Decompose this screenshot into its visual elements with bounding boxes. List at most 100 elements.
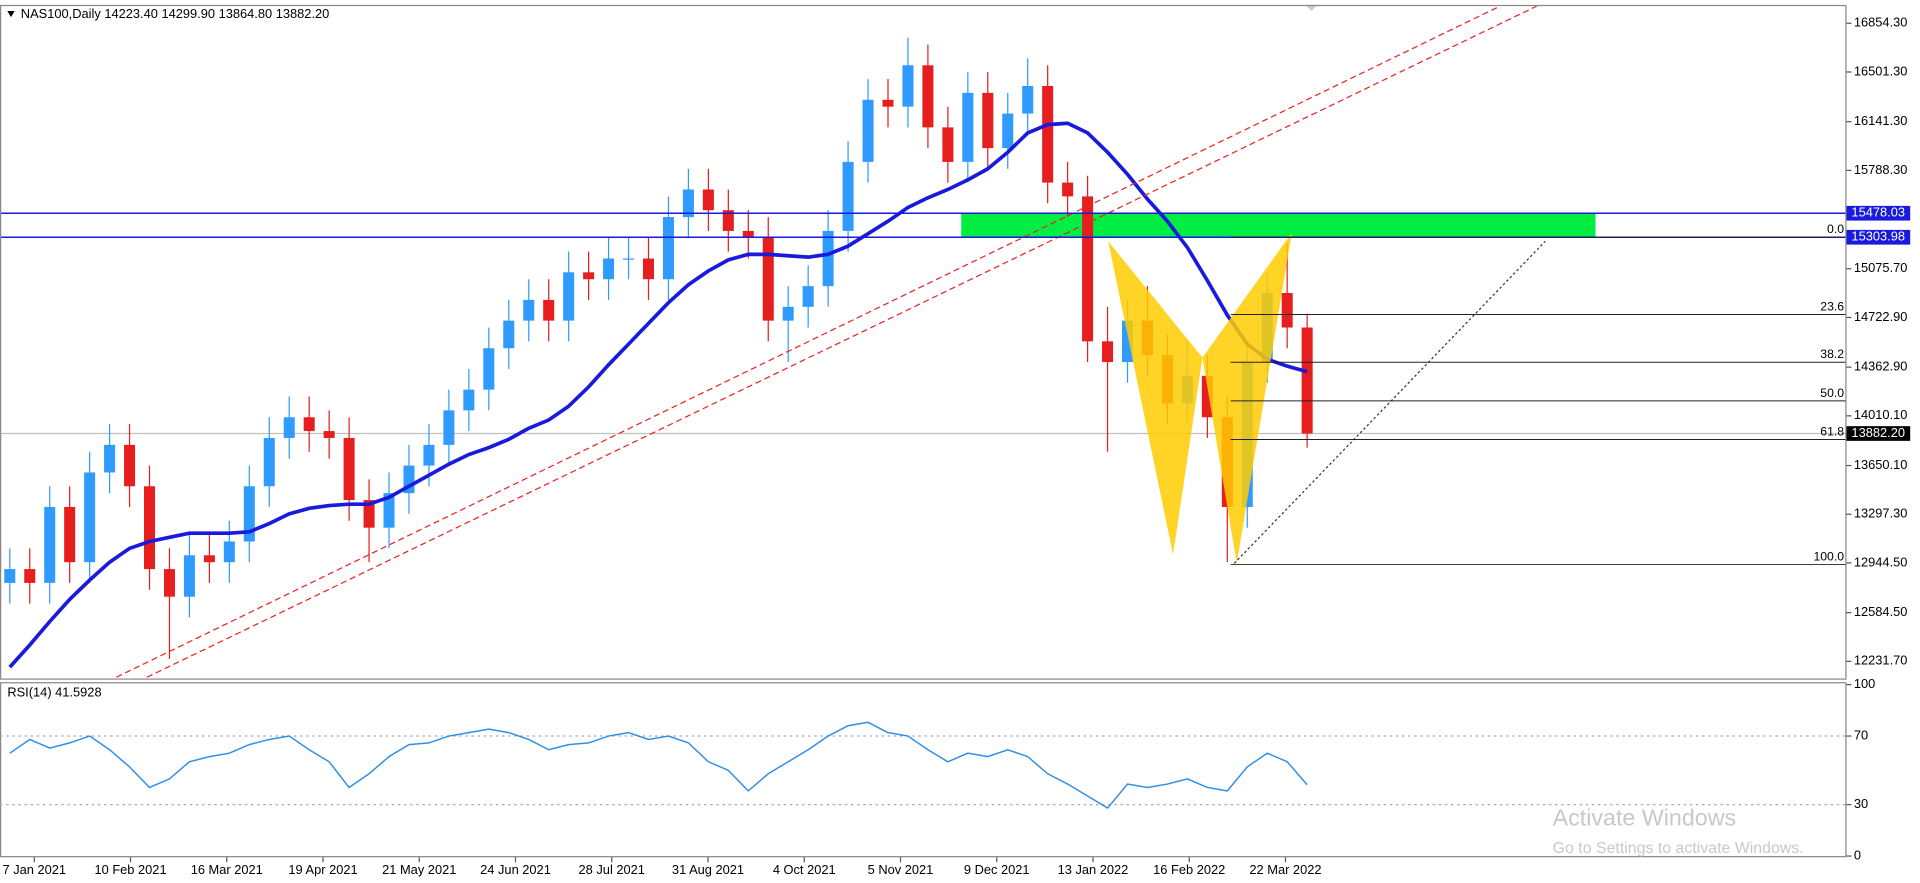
moving-average bbox=[8, 121, 1308, 669]
candle-body bbox=[523, 299, 535, 321]
x-tick-label: 4 Oct 2021 bbox=[773, 862, 836, 877]
candle-body bbox=[1002, 113, 1014, 149]
candle-body bbox=[263, 437, 275, 487]
y-tick-label: 12231.70 bbox=[1854, 653, 1908, 668]
current-price-tag bbox=[1846, 426, 1911, 441]
candle-body bbox=[1022, 85, 1034, 114]
candle-body bbox=[1281, 293, 1293, 328]
rsi-tick-label: 100 bbox=[1854, 676, 1875, 691]
level-tag bbox=[1846, 229, 1911, 245]
y-tick-label: 15075.70 bbox=[1854, 260, 1908, 275]
candle-body bbox=[662, 217, 674, 280]
y-tick-label: 13297.30 bbox=[1854, 506, 1908, 521]
candle-body bbox=[463, 389, 475, 411]
rsi-label: RSI(14) 41.5928 bbox=[7, 685, 101, 700]
candle-body bbox=[1062, 182, 1074, 197]
fib-label: 100.0 bbox=[1813, 549, 1844, 563]
x-tick-label: 21 May 2021 bbox=[382, 862, 456, 877]
x-tick-label: 10 Feb 2021 bbox=[94, 862, 166, 877]
candle-body bbox=[343, 437, 355, 501]
x-tick-label: 28 Jul 2021 bbox=[579, 862, 645, 877]
candle-body bbox=[1301, 327, 1313, 434]
candle-body bbox=[363, 500, 375, 528]
y-tick-label: 14722.90 bbox=[1854, 309, 1908, 324]
candle-body bbox=[962, 92, 974, 162]
y-tick-label: 16501.30 bbox=[1854, 63, 1908, 78]
candle-body bbox=[802, 286, 814, 307]
rsi-tick-label: 30 bbox=[1854, 796, 1868, 811]
harmonic-pattern bbox=[1108, 241, 1203, 555]
watermark-subtitle: Go to Settings to activate Windows. bbox=[1553, 840, 1804, 857]
candle-body bbox=[4, 569, 16, 583]
candle-body bbox=[882, 99, 894, 107]
candle-body bbox=[862, 99, 874, 162]
y-tick-label: 16141.30 bbox=[1854, 113, 1908, 128]
x-tick-label: 31 Aug 2021 bbox=[672, 862, 744, 877]
x-tick-label: 7 Jan 2021 bbox=[3, 862, 67, 877]
candle-body bbox=[403, 465, 415, 494]
candle-body bbox=[383, 493, 395, 528]
rsi-tick-label: 0 bbox=[1854, 847, 1861, 862]
candle-body bbox=[303, 417, 315, 432]
candle-body bbox=[1042, 85, 1054, 183]
menu-arrow bbox=[7, 11, 15, 18]
x-tick-label: 13 Jan 2022 bbox=[1058, 862, 1129, 877]
candle-body bbox=[742, 230, 754, 238]
y-tick-label: 16854.30 bbox=[1854, 15, 1908, 30]
symbol-header: NAS100,Daily 14223.40 14299.90 13864.80 … bbox=[21, 6, 329, 21]
fib-label: 61.8 bbox=[1820, 424, 1844, 438]
y-tick-label: 12584.50 bbox=[1854, 604, 1908, 619]
candle-body bbox=[44, 506, 56, 583]
candle-body bbox=[623, 258, 635, 260]
overlay: 15478.03 15303.98 13882.20 0.0 23.6 38.2 50.0 6… bbox=[0, 205, 1911, 566]
scroll-marker bbox=[1305, 4, 1318, 12]
candle-body bbox=[323, 431, 335, 438]
current-price-label: 13882.20 bbox=[1851, 425, 1905, 440]
supply-zone bbox=[961, 213, 1596, 238]
candle-body bbox=[822, 230, 834, 287]
x-tick-label: 22 Mar 2022 bbox=[1249, 862, 1321, 877]
candle-body bbox=[563, 272, 575, 321]
rsi-tick-label: 70 bbox=[1854, 727, 1868, 742]
x-tick-label: 5 Nov 2021 bbox=[868, 862, 934, 877]
candle-body bbox=[1102, 341, 1114, 363]
y-tick-label: 14362.90 bbox=[1854, 359, 1908, 374]
candle-body bbox=[84, 472, 96, 563]
fib-label: 50.0 bbox=[1820, 386, 1844, 400]
candle-body bbox=[682, 189, 694, 218]
candle-body bbox=[124, 444, 136, 487]
level-tag-label: 15303.98 bbox=[1851, 229, 1905, 244]
rsi-frame bbox=[0, 682, 1847, 858]
harmonic-pattern bbox=[1202, 232, 1292, 564]
level-tag-label: 15478.03 bbox=[1851, 205, 1905, 220]
candle-body bbox=[203, 555, 215, 563]
candle-body bbox=[283, 417, 295, 438]
fib-label: 0.0 bbox=[1827, 222, 1844, 236]
price-panel bbox=[0, 37, 1847, 669]
candle-body bbox=[423, 444, 435, 466]
candle-body bbox=[982, 92, 994, 149]
x-tick-label: 19 Apr 2021 bbox=[288, 862, 357, 877]
candle-body bbox=[722, 210, 734, 231]
fib-label: 23.6 bbox=[1820, 299, 1844, 313]
y-tick-label: 13650.10 bbox=[1854, 457, 1908, 472]
x-tick-label: 16 Mar 2021 bbox=[191, 862, 263, 877]
candle-body bbox=[144, 486, 156, 570]
candle-body bbox=[1082, 196, 1094, 342]
candle-body bbox=[483, 348, 495, 390]
x-tick-label: 9 Dec 2021 bbox=[964, 862, 1030, 877]
rsi-line bbox=[9, 721, 1308, 810]
candle-body bbox=[64, 506, 76, 563]
candle-body bbox=[183, 555, 195, 597]
y-tick-label: 14010.10 bbox=[1854, 407, 1908, 422]
candle-body bbox=[163, 569, 175, 597]
candle-body bbox=[762, 237, 774, 321]
candle-body bbox=[583, 272, 595, 280]
candle-body bbox=[603, 258, 615, 280]
candle-body bbox=[902, 65, 914, 107]
candle-body bbox=[443, 410, 455, 445]
candle-body bbox=[543, 299, 555, 321]
y-tick-label: 12944.50 bbox=[1854, 554, 1908, 569]
